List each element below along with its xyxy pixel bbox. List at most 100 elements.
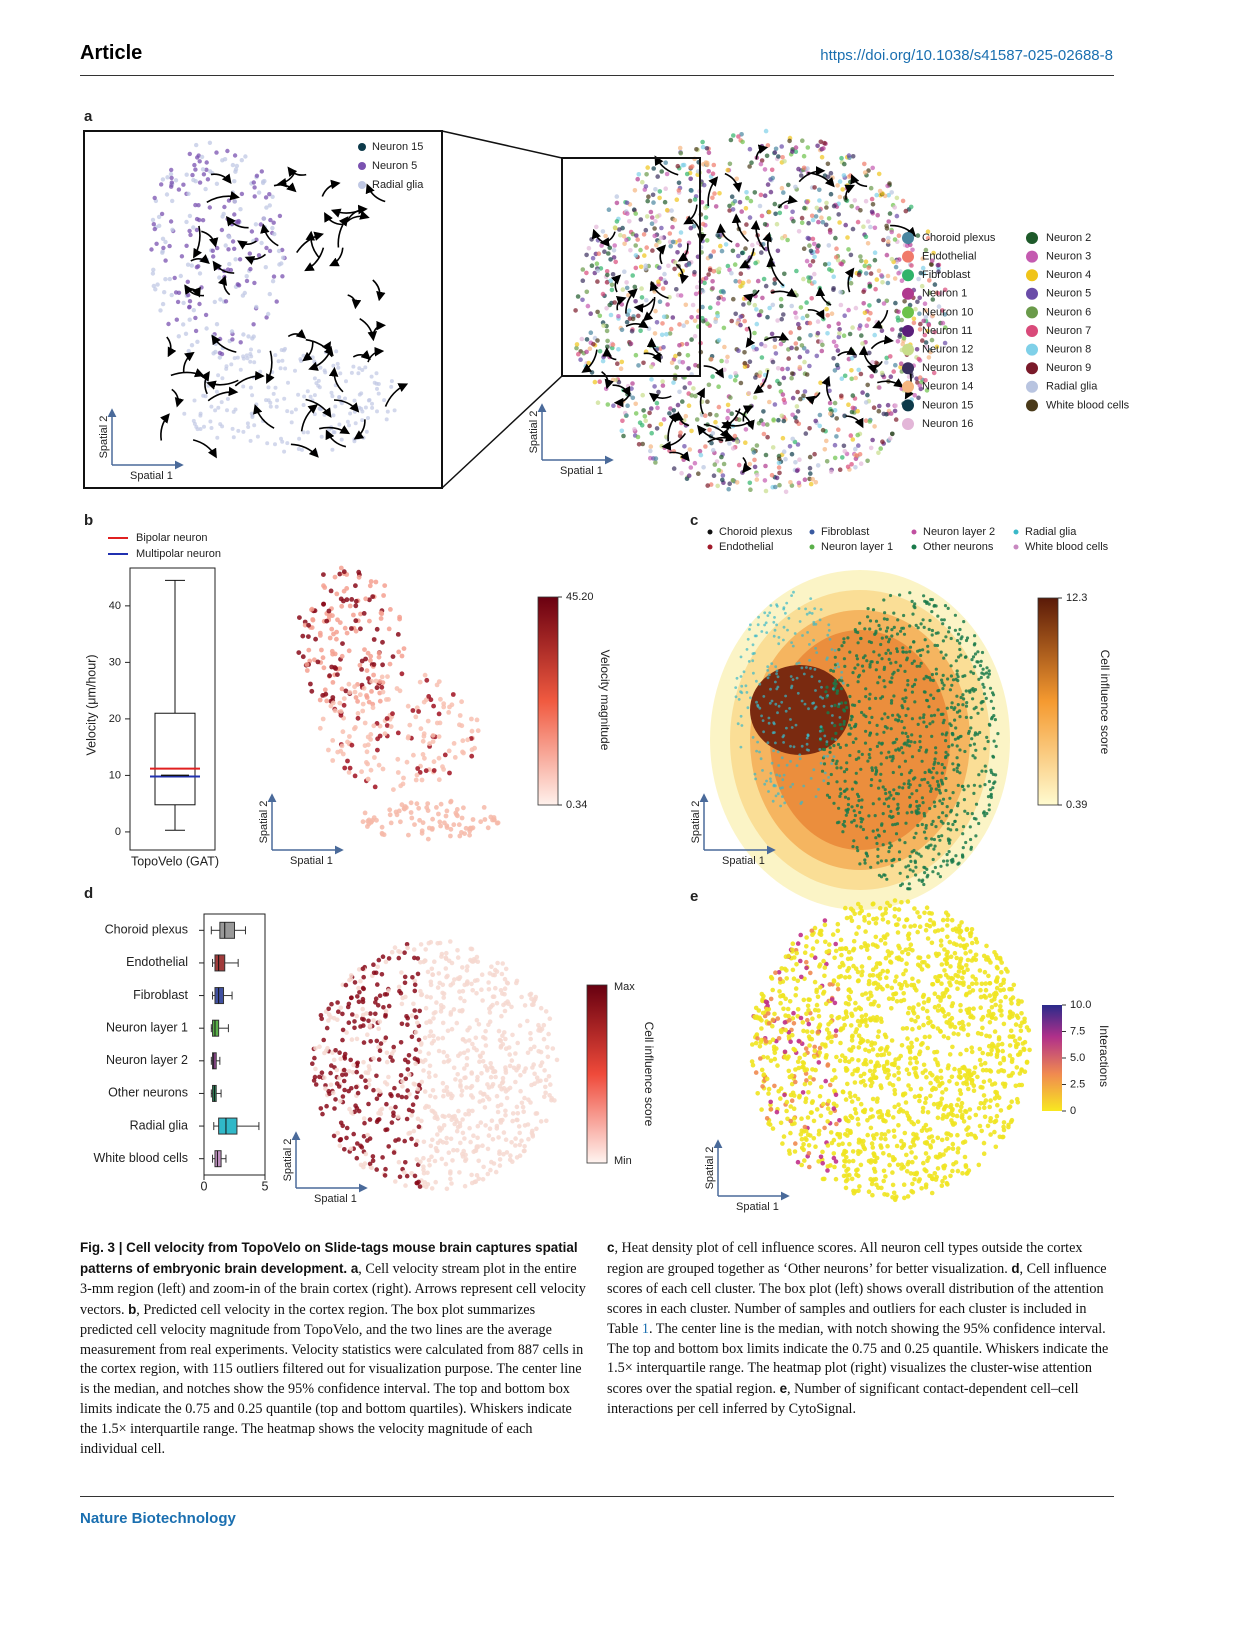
cell-dot [916, 722, 920, 727]
cell-dot [798, 753, 802, 757]
cell-dot [949, 636, 953, 641]
cell-dot [868, 731, 873, 735]
cell-dot [869, 196, 875, 202]
cell-dot [767, 384, 772, 390]
cell-dot [743, 206, 749, 211]
cell-dot [923, 638, 927, 642]
cell-dot [923, 770, 927, 775]
cell-dot [179, 254, 185, 259]
cell-dot [214, 389, 219, 394]
cell-dot [429, 1186, 435, 1191]
cell-dot [832, 400, 838, 406]
cell-dot [923, 340, 929, 345]
cell-dot [770, 699, 774, 703]
velocity-stream [234, 370, 265, 387]
cell-dot [942, 1013, 948, 1019]
cell-dot [805, 612, 809, 616]
cell-dot [337, 620, 343, 625]
cell-dot [346, 770, 352, 775]
cell-dot [189, 343, 195, 348]
cell-dot [734, 439, 740, 445]
cell-dot [770, 175, 775, 181]
cell-dot [920, 778, 924, 782]
cell-dot [920, 759, 924, 763]
cell-dot [942, 859, 946, 863]
cell-dot [480, 1050, 486, 1056]
velocity-stream [674, 411, 690, 427]
cell-dot [217, 275, 222, 280]
doi-link[interactable]: https://doi.org/10.1038/s41587-025-02688… [820, 47, 1113, 64]
cell-dot [987, 803, 991, 807]
cell-dot [474, 1144, 480, 1149]
cell-dot [739, 675, 743, 678]
cell-dot [862, 170, 868, 175]
cell-dot [755, 634, 758, 638]
cell-dot [856, 1005, 862, 1010]
cell-dot [448, 1136, 454, 1142]
cell-dot [913, 860, 918, 865]
cell-dot [762, 730, 765, 734]
cell-dot [890, 628, 894, 632]
velocity-stream [745, 326, 756, 348]
cell-dot [983, 783, 987, 787]
cell-dot [914, 623, 918, 628]
velocity-stream [750, 219, 766, 251]
cell-dot [543, 1090, 548, 1096]
cell-dot [364, 668, 370, 673]
cell-dot [459, 1009, 465, 1014]
cell-dot [402, 980, 408, 986]
cell-dot [868, 445, 874, 451]
cell-dot [507, 1052, 512, 1057]
cell-dot [494, 1000, 500, 1006]
velocity-stream [211, 334, 237, 353]
velocity-stream [591, 228, 610, 246]
cell-dot [960, 1171, 965, 1176]
cell-dot [799, 1162, 804, 1168]
cell-dot [887, 640, 891, 644]
cell-dot [446, 958, 452, 964]
cell-dot [614, 194, 620, 199]
cell-dot [799, 215, 805, 221]
cell-dot [810, 946, 816, 951]
cell-dot [467, 1125, 472, 1131]
cell-dot [370, 401, 374, 406]
cell-dot [169, 292, 174, 298]
cell-dot [836, 704, 841, 709]
cell-dot [362, 1161, 368, 1166]
cell-dot [218, 422, 223, 427]
cell-dot [584, 252, 589, 258]
cell-dot [331, 430, 336, 435]
cell-dot [414, 801, 420, 807]
cell-dot [826, 633, 830, 637]
cell-dot [880, 280, 885, 285]
cell-dot [863, 259, 869, 265]
cell-dot [285, 441, 290, 446]
cell-dot [251, 180, 256, 185]
cell-dot [616, 347, 621, 352]
cell-dot [879, 642, 883, 647]
cell-dot [272, 231, 277, 237]
cell-dot [896, 802, 900, 807]
cell-dot [479, 972, 485, 977]
velocity-stream [186, 286, 201, 298]
cell-dot [301, 430, 306, 435]
cell-dot [743, 440, 748, 446]
cell-dot [967, 689, 972, 693]
cell-dot [688, 465, 694, 470]
cell-dot [838, 787, 843, 791]
cell-dot [377, 1048, 383, 1053]
cell-dot [357, 366, 362, 371]
cell-dot [940, 681, 944, 685]
cell-dot [717, 191, 722, 196]
velocity-stream [352, 350, 371, 361]
cell-dot [819, 761, 823, 765]
cell-dot [942, 1175, 948, 1180]
cell-dot [242, 290, 247, 296]
cell-dot [331, 1057, 337, 1063]
cell-dot [933, 757, 937, 761]
cell-dot [410, 975, 415, 980]
cell-dot [391, 787, 396, 792]
velocity-stream [193, 225, 203, 259]
cell-dot [915, 1136, 920, 1141]
cell-dot [870, 715, 874, 720]
